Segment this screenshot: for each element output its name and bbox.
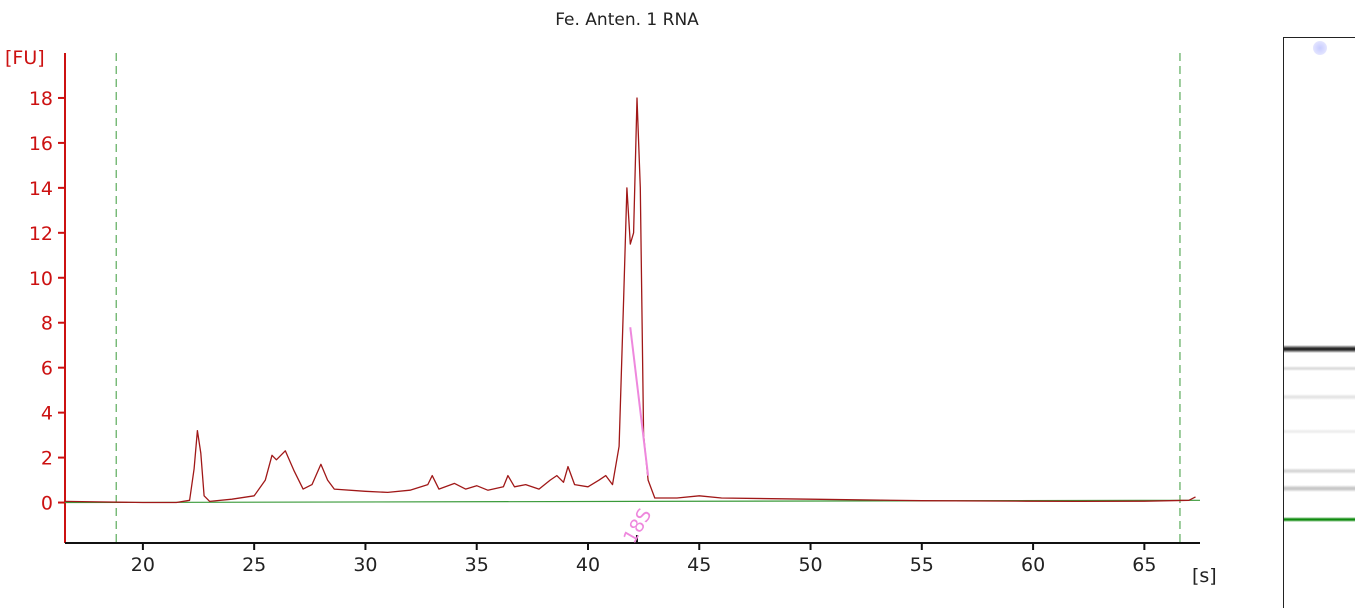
y-tick-label: 14: [29, 178, 53, 200]
x-tick-label: 60: [1021, 554, 1045, 576]
gel-band: [1284, 429, 1355, 434]
peak-annotation-label: 18S: [619, 505, 656, 547]
y-tick-label: 16: [29, 133, 53, 155]
electropherogram-chart: Fe. Anten. 1 RNA [FU] [s] 0 2 4 6 8 10 12 14 16 1…: [5, 10, 1217, 587]
gel-band: [1284, 484, 1355, 492]
y-tick-label: 8: [41, 313, 53, 335]
peak-annotation-line: [629, 327, 650, 476]
y-axis-label: [FU]: [5, 47, 45, 69]
x-tick-label: 20: [131, 554, 155, 576]
x-tick-label: 50: [798, 554, 822, 576]
gel-band: [1284, 344, 1355, 353]
x-tick-label: 45: [687, 554, 711, 576]
y-tick-label: 2: [41, 448, 53, 470]
y-tick-label: 0: [41, 493, 53, 515]
gel-band: [1284, 365, 1355, 372]
x-tick-label: 25: [242, 554, 266, 576]
y-tick-label: 4: [41, 403, 53, 425]
y-tick-label: 12: [29, 223, 53, 245]
chart-title: Fe. Anten. 1 RNA: [555, 10, 699, 30]
x-tick-label: 40: [576, 554, 600, 576]
x-tick-label: 65: [1132, 554, 1156, 576]
marker-dot: [1313, 41, 1327, 55]
gel-band: [1284, 516, 1355, 523]
gel-band: [1284, 394, 1355, 400]
y-tick-label: 18: [29, 88, 53, 110]
x-tick-label: 35: [465, 554, 489, 576]
plot-area: 0 2 4 6 8 10 12 14 16 18 20 25 30 35 40 45 50 55 60 65 18S: [29, 53, 1201, 576]
x-tick-label: 55: [910, 554, 934, 576]
gel-band: [1284, 468, 1355, 475]
y-tick-label: 6: [41, 358, 53, 380]
series-line: [64, 97, 1196, 504]
x-axis-label: [s]: [1192, 565, 1217, 587]
gel-lane-image: [1283, 37, 1355, 608]
x-tick-label: 30: [353, 554, 377, 576]
y-tick-label: 10: [29, 268, 53, 290]
